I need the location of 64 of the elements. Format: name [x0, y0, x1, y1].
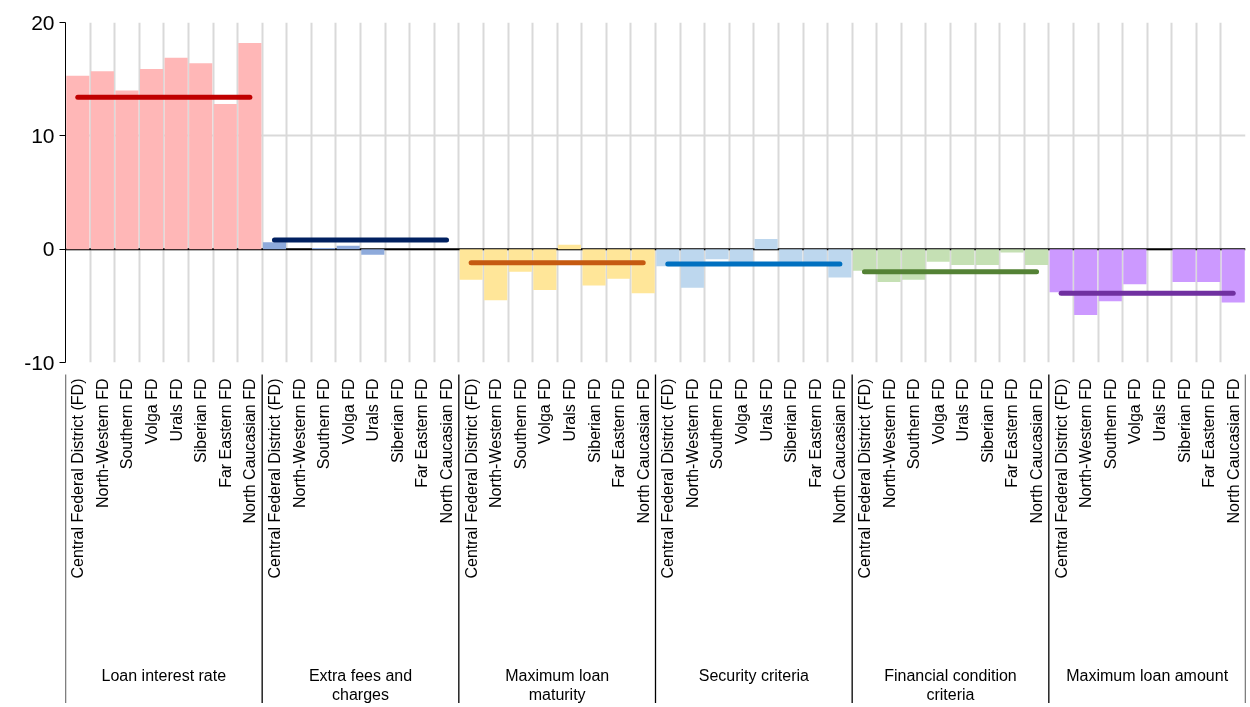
x-tick-label: Volga FD: [143, 378, 161, 445]
x-tick-label: Central Federal District (FD): [265, 378, 283, 579]
bar: [361, 249, 385, 255]
x-tick-label: Siberian FD: [978, 378, 996, 463]
x-tick-label: Central Federal District (FD): [855, 378, 873, 579]
x-tick-label: Volga FD: [929, 378, 947, 445]
x-tick-label: Southern FD: [315, 378, 333, 470]
bar: [631, 249, 655, 294]
x-tick-label: North Caucasian FD: [241, 378, 259, 524]
bar: [1221, 249, 1245, 303]
x-tick-label: North-Western FD: [290, 378, 308, 509]
x-tick-label: North-Western FD: [683, 378, 701, 509]
x-tick-label: Urals FD: [560, 378, 578, 442]
bar: [66, 75, 90, 250]
x-tick-label: North Caucasian FD: [438, 378, 456, 524]
x-tick-label: Central Federal District (FD): [659, 378, 677, 579]
text: Maximum loan amount: [1066, 666, 1229, 684]
x-tick-label: Far Eastern FD: [413, 378, 431, 488]
x-tick-label: Central Federal District (FD): [69, 378, 87, 579]
x-tick-label: Volga FD: [536, 378, 554, 445]
x-tick-label: Central Federal District (FD): [1052, 378, 1070, 579]
x-tick-label: North-Western FD: [487, 378, 505, 509]
x-tick-label: North-Western FD: [880, 378, 898, 509]
bar: [754, 238, 778, 250]
x-tick-label: Urals FD: [167, 378, 185, 442]
x-tick-label: North Caucasian FD: [831, 378, 849, 524]
x-tick-label: Southern FD: [1101, 378, 1119, 470]
x-tick-label: Urals FD: [954, 378, 972, 442]
x-tick-label: Far Eastern FD: [216, 378, 234, 488]
x-tick-label: North Caucasian FD: [1028, 378, 1046, 524]
x-tick-label: Far Eastern FD: [806, 378, 824, 488]
bar: [262, 242, 287, 250]
x-tick-label: Volga FD: [339, 378, 357, 445]
x-tick-label: Southern FD: [905, 378, 923, 470]
x-tick-label: Siberian FD: [782, 378, 800, 463]
x-tick-label: Siberian FD: [1175, 378, 1193, 463]
x-tick-label: Urals FD: [364, 378, 382, 442]
x-tick-label: Volga FD: [1126, 378, 1144, 445]
x-tick-label: Siberian FD: [192, 378, 210, 463]
y-tick-label: 10: [31, 123, 55, 147]
x-tick-label: Far Eastern FD: [1003, 378, 1021, 488]
x-tick-label: Volga FD: [733, 378, 751, 445]
x-tick-label: North-Western FD: [1077, 378, 1095, 509]
x-tick-label: Siberian FD: [388, 378, 406, 463]
x-tick-label: North Caucasian FD: [1224, 378, 1242, 524]
text: Maximum loan maturity: [505, 666, 610, 704]
text: Financial condition criteria: [884, 666, 1017, 704]
y-tick-label: 20: [31, 10, 55, 34]
x-tick-label: North-Western FD: [93, 378, 111, 509]
x-tick-label: Urals FD: [757, 378, 775, 442]
x-tick-label: Southern FD: [511, 378, 529, 470]
x-tick-label: Central Federal District (FD): [462, 378, 480, 579]
x-tick-label: Far Eastern FD: [1200, 378, 1218, 488]
x-tick-label: North Caucasian FD: [634, 378, 652, 524]
y-tick-label: -10: [24, 350, 55, 374]
x-tick-label: Far Eastern FD: [610, 378, 628, 488]
x-tick-label: Siberian FD: [585, 378, 603, 463]
x-tick-label: Southern FD: [708, 378, 726, 470]
text: Loan interest rate: [101, 666, 227, 684]
y-tick-label: 0: [42, 237, 55, 261]
x-tick-label: Southern FD: [118, 378, 136, 470]
text: Security criteria: [698, 666, 810, 684]
x-tick-label: Urals FD: [1150, 378, 1168, 442]
text: Extra fees and charges: [308, 666, 413, 704]
